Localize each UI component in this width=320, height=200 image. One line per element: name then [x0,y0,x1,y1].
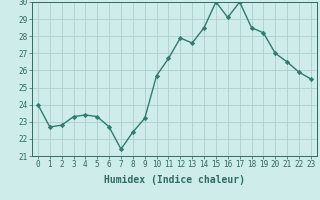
X-axis label: Humidex (Indice chaleur): Humidex (Indice chaleur) [104,175,245,185]
